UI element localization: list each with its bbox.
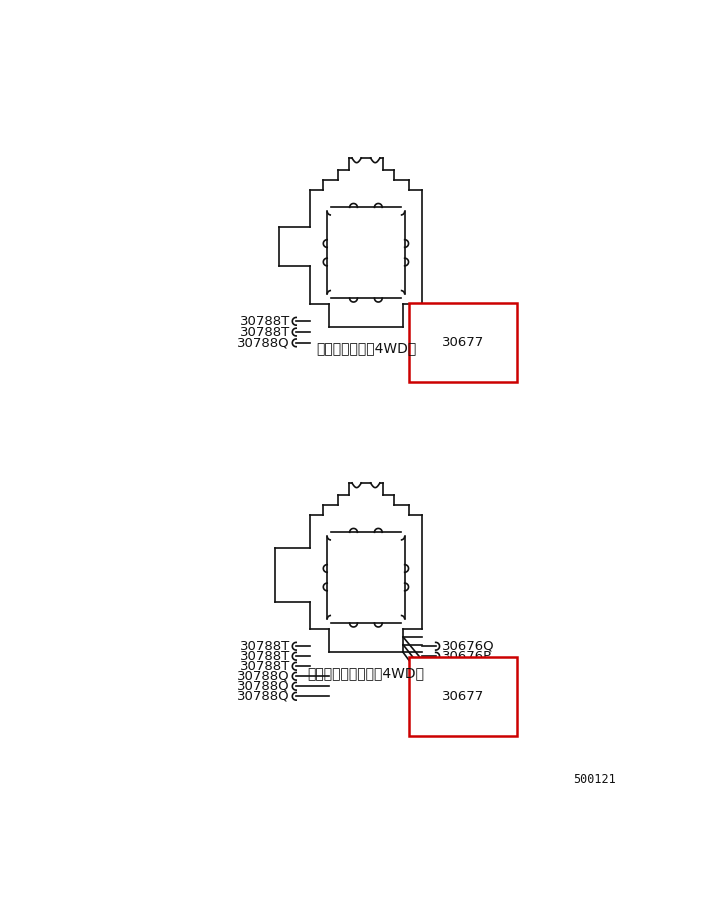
Text: 30788T: 30788T [240,640,290,652]
Text: （スーパーセレクト4WD）: （スーパーセレクト4WD） [308,666,424,680]
Text: 30677: 30677 [442,337,484,349]
Text: 30677: 30677 [442,689,484,703]
Text: 30676S: 30676S [442,680,493,693]
Text: 30788T: 30788T [240,650,290,662]
Text: 30788Q: 30788Q [237,680,290,693]
Text: 30788T: 30788T [240,660,290,673]
Text: 30788T: 30788T [240,315,290,328]
Text: 30788S: 30788S [442,660,493,673]
Text: 30788Q: 30788Q [237,689,290,703]
Text: 30676Q: 30676Q [442,640,495,652]
Text: 30788S: 30788S [442,326,493,338]
Text: 30788Q: 30788Q [237,337,290,349]
Text: 500121: 500121 [573,772,616,786]
Text: 30676P: 30676P [442,315,492,328]
Text: 30676T: 30676T [442,670,492,683]
Text: 30788Q: 30788Q [237,670,290,683]
Text: 30788T: 30788T [240,326,290,338]
Text: （パートタイヤ4WD）: （パートタイヤ4WD） [316,341,416,356]
Text: 30676P: 30676P [442,650,492,662]
